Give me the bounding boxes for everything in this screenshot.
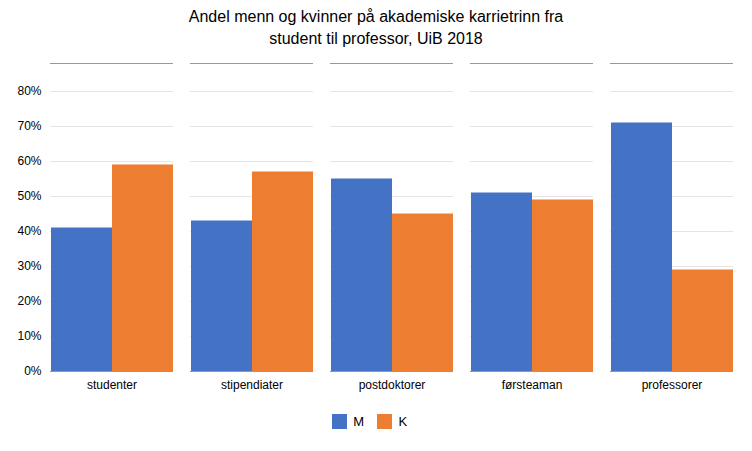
svg-text:10%: 10% [17,330,41,344]
svg-text:20%: 20% [17,295,41,309]
html-text:K: K [398,414,408,430]
svg-text:40%: 40% [17,225,41,239]
html-text:M: M [353,414,365,430]
svg-text:50%: 50% [17,190,41,204]
svg-text:60%: 60% [17,155,41,169]
svg-text:førsteaman: førsteaman [502,378,563,392]
svg-text:professorer: professorer [642,378,703,392]
svg-text:80%: 80% [17,85,41,99]
svg-text:studenter: studenter [87,378,137,392]
svg-text:stipendiater: stipendiater [221,378,283,392]
svg-text:postdoktorer: postdoktorer [359,378,426,392]
svg-text:70%: 70% [17,120,41,134]
svg-text:0%: 0% [24,365,42,379]
svg-text:30%: 30% [17,260,41,274]
html-text:Andel menn og kvinner på akade: Andel menn og kvinner på akademiske karr… [188,8,564,47]
